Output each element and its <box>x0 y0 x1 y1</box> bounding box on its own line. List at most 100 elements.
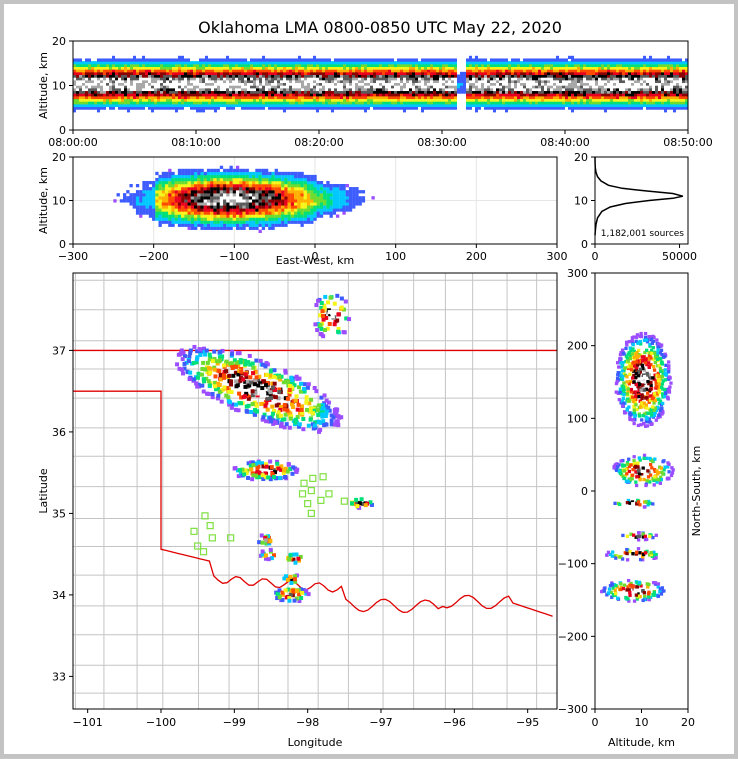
density-cell <box>326 211 329 214</box>
density-cell <box>242 199 245 202</box>
density-cell <box>197 184 200 187</box>
density-cell <box>178 211 181 214</box>
density-cell <box>178 205 181 208</box>
density-cell <box>200 184 203 187</box>
density-cell <box>165 218 168 221</box>
density-cell <box>175 190 178 193</box>
density-cell <box>213 211 216 214</box>
density-cell <box>320 205 323 208</box>
density-cell <box>271 202 274 205</box>
density-cell <box>259 58 262 61</box>
density-cell <box>323 202 326 205</box>
density-cell <box>207 190 210 193</box>
density-cell <box>142 181 145 184</box>
density-cell <box>281 175 284 178</box>
density-cell <box>307 196 310 199</box>
density-cell <box>249 172 252 175</box>
density-cell <box>297 218 300 221</box>
density-cell <box>178 56 181 59</box>
density-cell <box>262 181 265 184</box>
density-cell <box>188 221 191 224</box>
density-cell <box>586 58 589 61</box>
density-cell <box>246 175 249 178</box>
density-cell <box>259 214 262 217</box>
density-cell <box>200 208 203 211</box>
density-cell <box>265 187 268 190</box>
density-cell <box>152 218 155 221</box>
density-cell <box>213 224 216 227</box>
density-cell <box>194 208 197 211</box>
density-cell <box>278 199 281 202</box>
density-cell <box>634 58 637 61</box>
density-cell <box>284 175 287 178</box>
density-cell <box>436 58 439 61</box>
density-cell <box>145 58 148 61</box>
density-cell <box>207 172 210 175</box>
density-cell <box>165 190 168 193</box>
density-cell <box>175 218 178 221</box>
density-cell <box>200 178 203 181</box>
density-cell <box>275 181 278 184</box>
density-cell <box>200 214 203 217</box>
density-cell <box>538 58 541 61</box>
density-cell <box>268 181 271 184</box>
density-cell <box>336 184 339 187</box>
density-cell <box>249 199 252 202</box>
density-cell <box>275 221 278 224</box>
density-cell <box>297 187 300 190</box>
density-cell <box>233 169 236 172</box>
density-cell <box>379 58 382 61</box>
density-cell <box>304 175 307 178</box>
density-cell <box>171 196 174 199</box>
density-cell <box>292 58 295 61</box>
density-cell <box>223 58 226 61</box>
density-cell <box>262 196 265 199</box>
density-cell <box>210 218 213 221</box>
y-tick-label: 10 <box>52 80 66 93</box>
density-cell <box>188 218 191 221</box>
density-cell <box>331 61 334 64</box>
density-cell <box>175 58 178 61</box>
density-cell <box>194 221 197 224</box>
density-cell <box>85 58 88 61</box>
density-cell <box>310 202 313 205</box>
density-cell <box>661 58 664 61</box>
density-cell <box>294 190 297 193</box>
density-cell <box>291 184 294 187</box>
density-cell <box>235 58 238 61</box>
density-cell <box>197 214 200 217</box>
density-cell <box>259 224 262 227</box>
density-cell <box>204 178 207 181</box>
density-cell <box>197 202 200 205</box>
density-cell <box>171 218 174 221</box>
density-cell <box>319 58 322 61</box>
density-cell <box>188 169 191 172</box>
density-cell <box>246 193 249 196</box>
density-cell <box>165 214 168 217</box>
density-cell <box>152 211 155 214</box>
density-cell <box>220 211 223 214</box>
density-cell <box>165 205 168 208</box>
density-cell <box>207 205 210 208</box>
density-cell <box>184 187 187 190</box>
density-cell <box>82 61 85 64</box>
density-cell <box>246 205 249 208</box>
density-cell <box>175 211 178 214</box>
density-cell <box>193 61 196 64</box>
density-cell <box>204 202 207 205</box>
density-cell <box>310 178 313 181</box>
density-cell <box>265 172 268 175</box>
density-cell <box>184 193 187 196</box>
density-cell <box>123 193 126 196</box>
density-cell <box>268 221 271 224</box>
density-cell <box>207 221 210 224</box>
density-cell <box>326 193 329 196</box>
density-cell <box>242 181 245 184</box>
density-cell <box>496 58 499 61</box>
density-cell <box>159 218 162 221</box>
density-cell <box>239 196 242 199</box>
density-cell <box>249 175 252 178</box>
density-cell <box>281 172 284 175</box>
density-cell <box>200 187 203 190</box>
density-cell <box>236 224 239 227</box>
